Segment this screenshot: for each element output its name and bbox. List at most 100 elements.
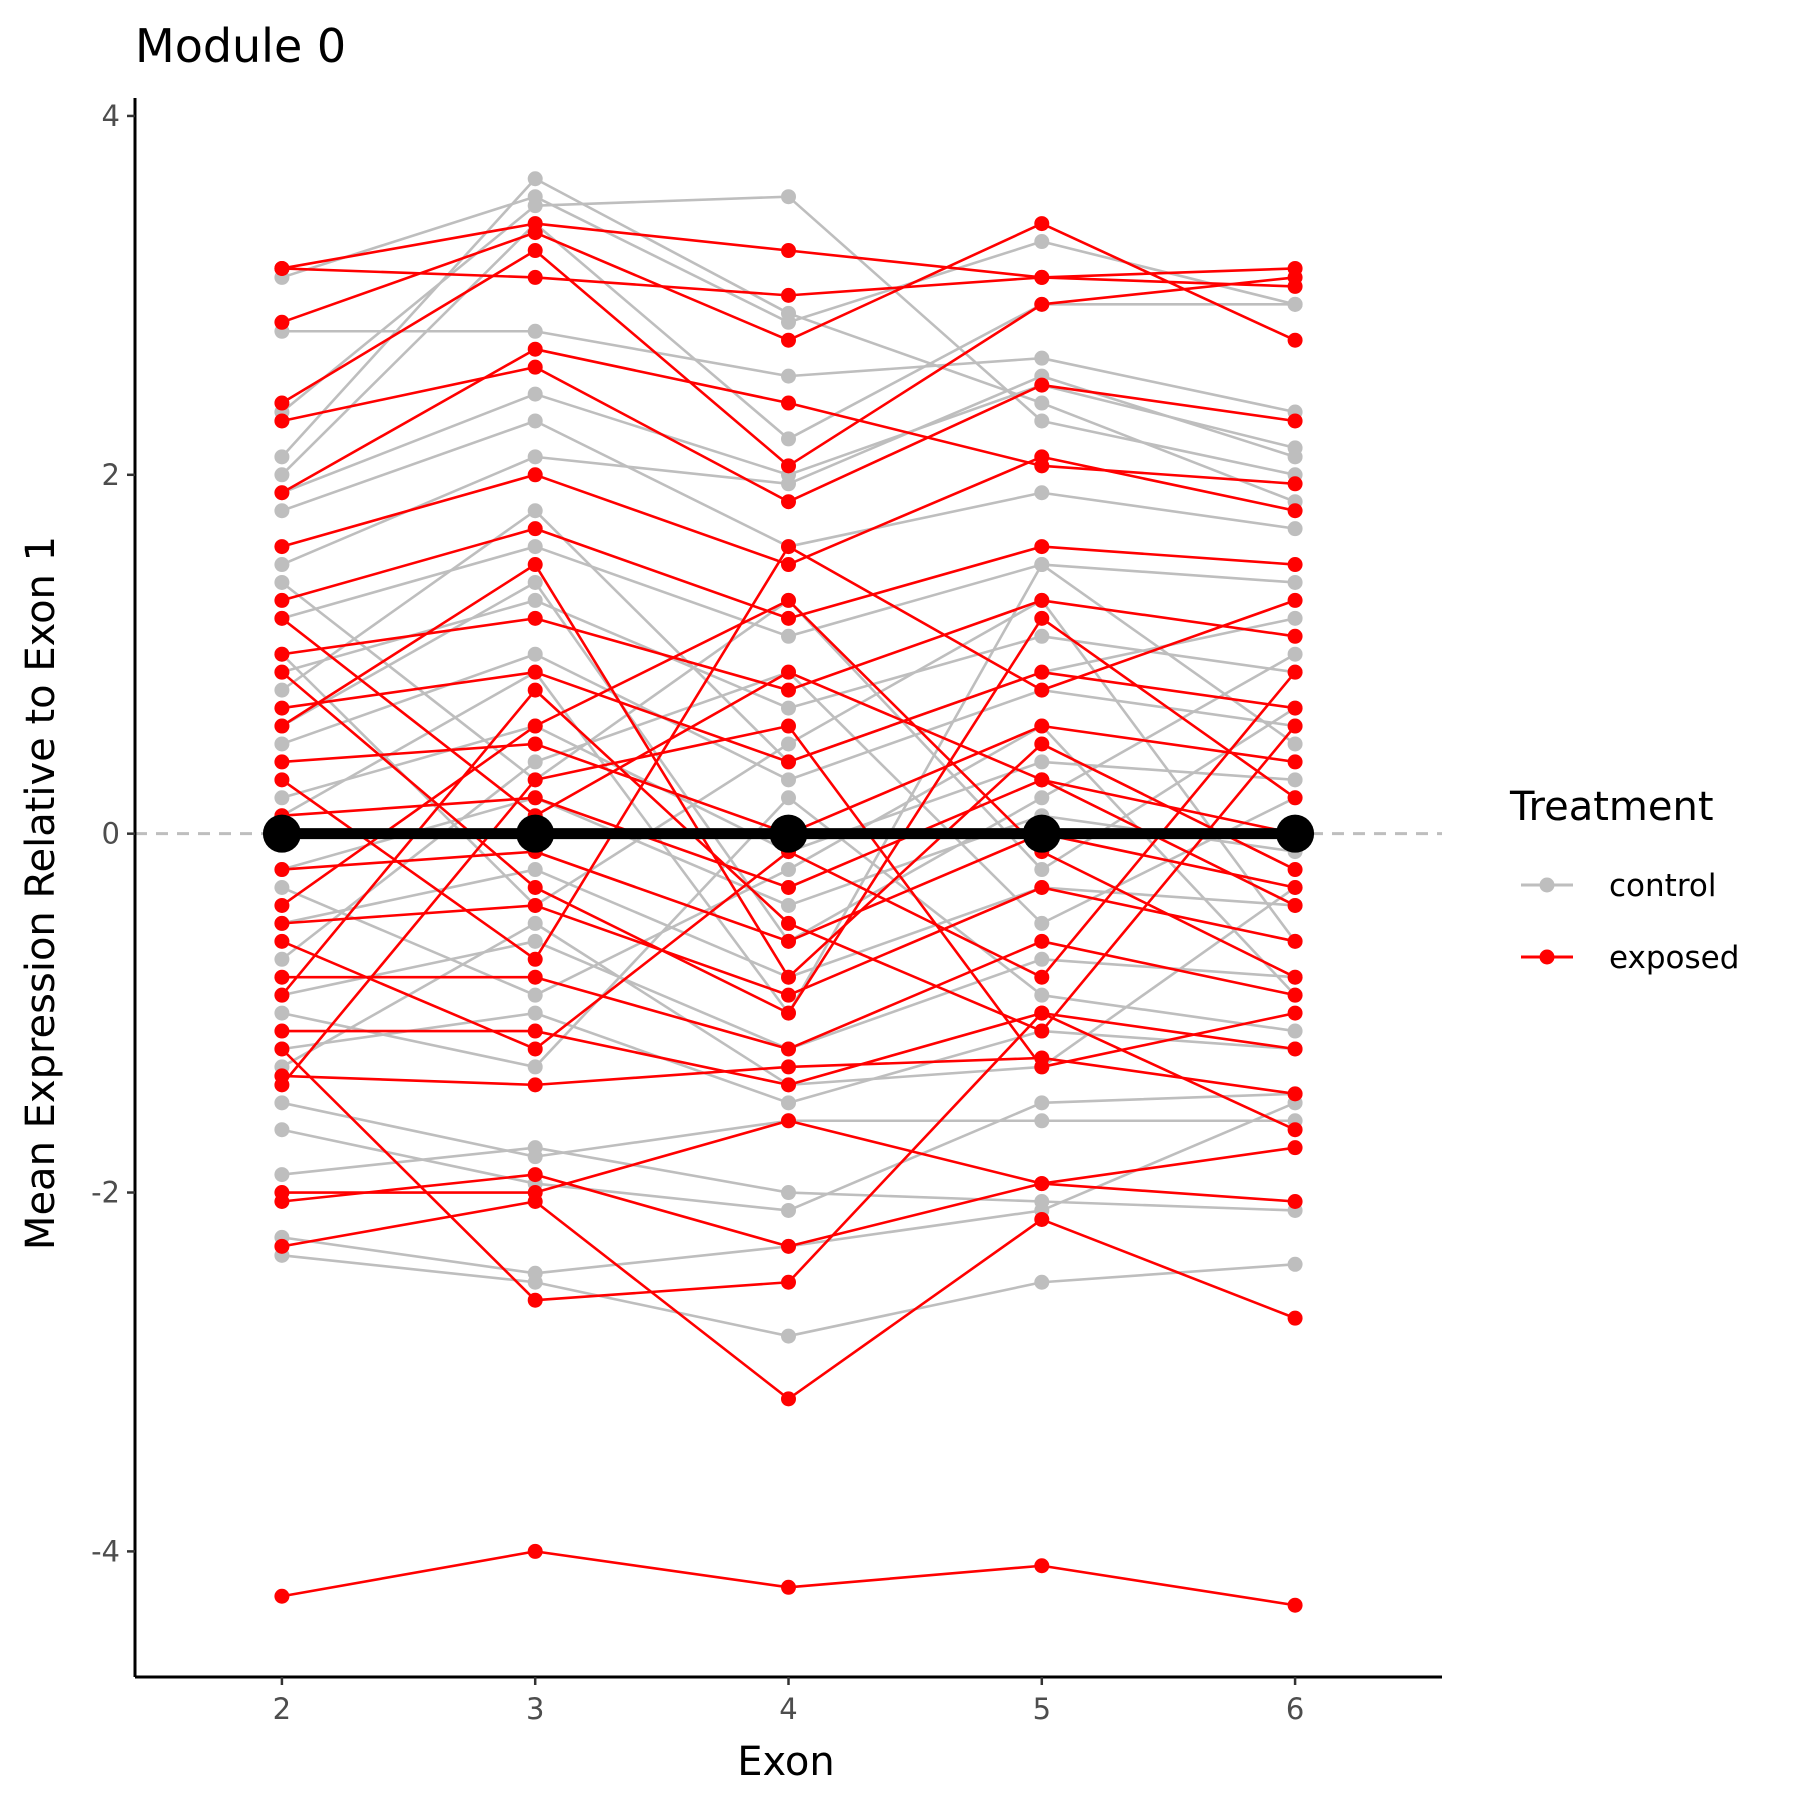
data-point [1287, 521, 1303, 537]
data-point [527, 243, 543, 259]
mean-point [516, 814, 555, 853]
data-point [1287, 969, 1303, 985]
data-point [1034, 1095, 1050, 1111]
data-point [274, 314, 290, 330]
data-point [527, 1059, 543, 1075]
data-point [781, 664, 796, 680]
data-point [274, 1041, 290, 1057]
y-tick-label: 2 [102, 458, 120, 492]
series-control-15 [274, 1005, 1303, 1111]
mean-point [769, 814, 808, 853]
data-point [1034, 610, 1050, 626]
data-point [274, 1167, 290, 1183]
series-line [281, 563, 1296, 979]
data-point [527, 951, 543, 967]
series-exposed-57 [274, 557, 1303, 985]
data-point [1287, 449, 1303, 465]
series-exposed-44 [274, 933, 1303, 1057]
data-point [274, 700, 290, 716]
data-point [781, 592, 796, 608]
series-exposed-37 [274, 521, 1303, 626]
data-point [1287, 933, 1303, 949]
data-point [527, 772, 543, 788]
data-point [274, 1122, 290, 1138]
legend-title: Treatment [1509, 784, 1714, 830]
data-point [1034, 449, 1050, 465]
data-point [781, 682, 796, 698]
series-exposed-32 [274, 216, 1303, 348]
data-point [1287, 1086, 1303, 1102]
data-point [274, 987, 290, 1003]
data-point [781, 772, 796, 788]
data-point [1034, 269, 1050, 285]
data-point [781, 897, 796, 913]
data-point [781, 1077, 796, 1093]
data-point [781, 700, 796, 716]
data-point [1034, 969, 1050, 985]
data-point [781, 862, 796, 878]
data-point [527, 341, 543, 357]
data-point [274, 1588, 290, 1604]
data-point [781, 243, 796, 259]
data-point [527, 1077, 543, 1093]
legend-key-exposed-point [1539, 949, 1555, 965]
data-point [1287, 754, 1303, 770]
data-point [781, 458, 796, 474]
data-point [1287, 332, 1303, 348]
data-point [781, 969, 796, 985]
data-point [274, 539, 290, 555]
data-point [1034, 296, 1050, 312]
plot-area [135, 171, 1442, 1613]
data-point [781, 539, 796, 555]
data-point [527, 1005, 543, 1021]
data-point [1287, 476, 1303, 492]
data-point [274, 413, 290, 429]
data-point [781, 987, 796, 1003]
data-point [781, 610, 796, 626]
data-point [1034, 951, 1050, 967]
data-point [1287, 1140, 1303, 1156]
x-tick-label: 6 [1286, 1692, 1304, 1726]
series-line [281, 1200, 1296, 1401]
data-point [527, 269, 543, 285]
data-point [527, 1194, 543, 1210]
data-point [1034, 234, 1050, 250]
legend: Treatment control exposed [1509, 784, 1739, 976]
legend-label-control: control [1609, 868, 1716, 904]
series-line [281, 1550, 1296, 1607]
data-point [1287, 610, 1303, 626]
data-point [527, 754, 543, 770]
data-point [781, 718, 796, 734]
data-point [1287, 574, 1303, 590]
series-exposed-35 [274, 341, 1303, 501]
data-point [527, 1543, 543, 1559]
series-line [281, 545, 1296, 961]
data-point [781, 431, 796, 447]
series-exposed-30 [274, 216, 1303, 294]
data-point [781, 395, 796, 411]
mean-point [1022, 814, 1061, 853]
series-exposed-50 [274, 1005, 1303, 1308]
data-point [527, 897, 543, 913]
data-point [527, 592, 543, 608]
data-point [1287, 269, 1303, 285]
legend-key-control-point [1539, 877, 1555, 893]
data-point [781, 1059, 796, 1075]
series-exposed-48 [274, 1167, 1303, 1254]
data-point [274, 862, 290, 878]
series-exposed-58 [274, 718, 1303, 1093]
data-point [274, 503, 290, 519]
series-exposed-55 [274, 539, 1303, 967]
x-tick-label: 5 [1033, 1692, 1051, 1726]
data-point [527, 987, 543, 1003]
data-point [1034, 718, 1050, 734]
data-point [1287, 296, 1303, 312]
series-line [281, 1101, 1296, 1158]
chart-title: Module 0 [135, 19, 346, 73]
data-point [274, 1023, 290, 1039]
data-point [1034, 1059, 1050, 1075]
data-point [527, 539, 543, 555]
data-point [274, 467, 290, 483]
data-point [781, 915, 796, 931]
data-point [1034, 933, 1050, 949]
